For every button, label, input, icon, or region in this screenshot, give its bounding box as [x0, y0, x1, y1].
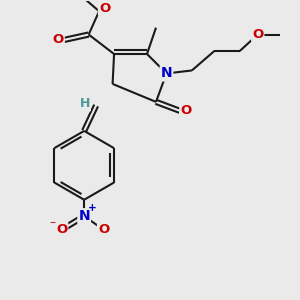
Text: +: +	[88, 203, 97, 213]
Text: O: O	[180, 104, 191, 117]
Text: O: O	[252, 28, 263, 41]
Text: O: O	[52, 33, 64, 46]
Text: O: O	[99, 2, 110, 15]
Text: N: N	[160, 66, 172, 80]
Text: H: H	[80, 98, 90, 110]
Text: N: N	[78, 209, 90, 223]
Text: O: O	[98, 223, 109, 236]
Text: ⁻: ⁻	[49, 219, 55, 232]
Text: O: O	[56, 223, 67, 236]
